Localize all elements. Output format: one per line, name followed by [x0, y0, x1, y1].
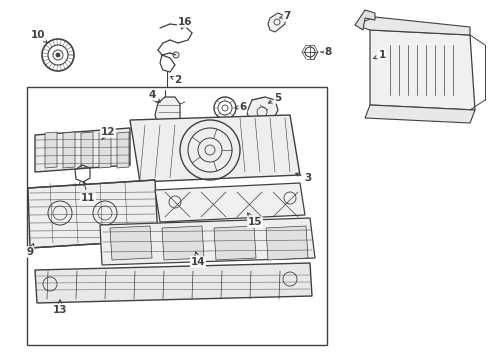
Text: 3: 3	[295, 173, 311, 183]
Polygon shape	[369, 30, 474, 110]
Text: 4: 4	[148, 90, 160, 102]
Text: 12: 12	[101, 127, 115, 140]
Polygon shape	[265, 226, 307, 260]
Polygon shape	[130, 115, 299, 182]
Polygon shape	[354, 17, 469, 35]
Text: 1: 1	[373, 50, 385, 60]
Text: 7: 7	[279, 11, 290, 21]
Text: 2: 2	[170, 75, 181, 85]
Polygon shape	[100, 218, 314, 265]
Polygon shape	[214, 226, 256, 260]
Text: 9: 9	[26, 243, 34, 257]
Text: 10: 10	[31, 30, 47, 42]
Polygon shape	[28, 180, 158, 248]
Polygon shape	[155, 183, 305, 222]
Polygon shape	[246, 97, 278, 127]
Bar	[27, 87, 326, 345]
Polygon shape	[364, 105, 474, 123]
Polygon shape	[63, 132, 75, 168]
Polygon shape	[117, 132, 129, 168]
Text: 13: 13	[53, 300, 67, 315]
Polygon shape	[162, 226, 203, 260]
Text: 15: 15	[247, 213, 262, 227]
Polygon shape	[267, 13, 285, 32]
Polygon shape	[45, 132, 57, 168]
Text: 14: 14	[190, 252, 205, 267]
Polygon shape	[81, 132, 93, 168]
Polygon shape	[354, 10, 374, 30]
Text: 16: 16	[177, 17, 192, 29]
Polygon shape	[35, 128, 130, 172]
Text: 8: 8	[320, 47, 331, 57]
Text: 11: 11	[81, 182, 95, 203]
Text: 6: 6	[235, 102, 246, 112]
Circle shape	[56, 53, 60, 57]
Polygon shape	[110, 226, 152, 260]
Polygon shape	[99, 132, 111, 168]
Polygon shape	[35, 263, 311, 303]
Polygon shape	[155, 97, 180, 130]
Text: 5: 5	[268, 93, 281, 103]
